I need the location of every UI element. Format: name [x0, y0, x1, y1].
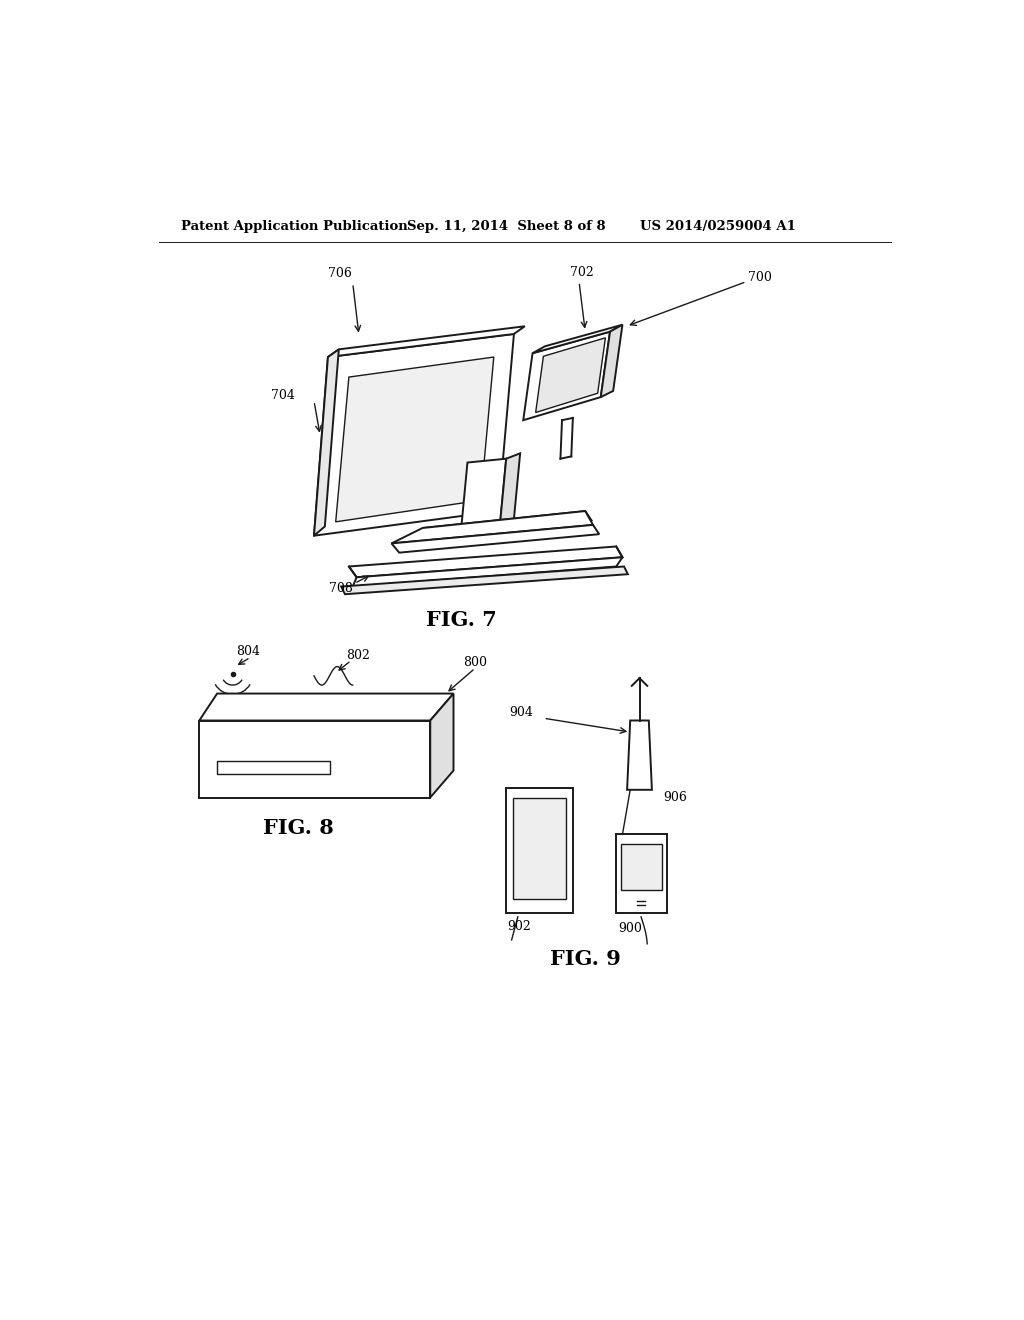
Polygon shape — [506, 788, 572, 913]
Text: 700: 700 — [748, 271, 772, 284]
Polygon shape — [336, 358, 494, 521]
Polygon shape — [200, 721, 430, 797]
Text: FIG. 8: FIG. 8 — [263, 818, 334, 838]
Polygon shape — [352, 557, 623, 586]
Polygon shape — [523, 331, 610, 420]
Text: 900: 900 — [617, 921, 642, 935]
Polygon shape — [391, 525, 599, 553]
Polygon shape — [430, 693, 454, 797]
Text: 704: 704 — [271, 389, 295, 403]
Text: FIG. 9: FIG. 9 — [550, 949, 621, 969]
Polygon shape — [341, 566, 628, 594]
Text: 902: 902 — [508, 920, 531, 933]
Polygon shape — [328, 326, 524, 358]
Polygon shape — [200, 693, 454, 721]
Polygon shape — [314, 334, 514, 536]
Polygon shape — [500, 453, 520, 524]
Polygon shape — [621, 843, 662, 890]
Text: 804: 804 — [237, 644, 260, 657]
Polygon shape — [513, 797, 566, 899]
Polygon shape — [616, 834, 667, 913]
Text: US 2014/0259004 A1: US 2014/0259004 A1 — [640, 219, 796, 232]
Polygon shape — [536, 338, 605, 412]
Polygon shape — [627, 721, 652, 789]
Text: 800: 800 — [463, 656, 486, 669]
Polygon shape — [391, 511, 593, 544]
Text: FIG. 7: FIG. 7 — [426, 610, 497, 631]
Polygon shape — [314, 350, 339, 536]
Text: 702: 702 — [569, 265, 594, 279]
Polygon shape — [461, 459, 506, 528]
Polygon shape — [532, 325, 623, 354]
Text: 802: 802 — [346, 648, 371, 661]
Text: 906: 906 — [663, 791, 687, 804]
Polygon shape — [349, 546, 623, 577]
Text: 708: 708 — [330, 582, 353, 594]
Text: 904: 904 — [509, 706, 534, 719]
Polygon shape — [217, 760, 330, 775]
Polygon shape — [423, 511, 592, 537]
Text: Sep. 11, 2014  Sheet 8 of 8: Sep. 11, 2014 Sheet 8 of 8 — [407, 219, 605, 232]
Text: Patent Application Publication: Patent Application Publication — [180, 219, 408, 232]
Polygon shape — [601, 325, 623, 397]
Text: 706: 706 — [328, 268, 352, 280]
